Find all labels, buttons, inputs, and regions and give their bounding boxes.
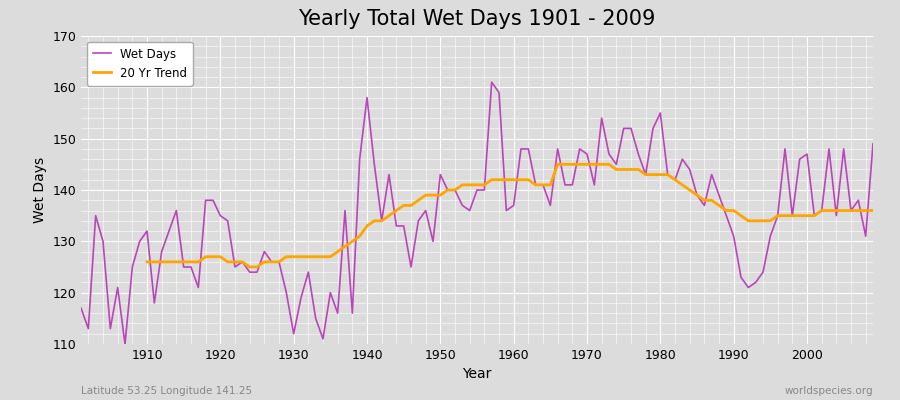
Y-axis label: Wet Days: Wet Days [32, 157, 47, 223]
Wet Days [120, 342, 130, 346]
Line: 20 Yr Trend: 20 Yr Trend [147, 164, 873, 267]
Wet Days [303, 270, 314, 274]
Legend: Wet Days, 20 Yr Trend: Wet Days, 20 Yr Trend [87, 42, 193, 86]
20 Yr Trend [288, 254, 299, 259]
Wet Days [523, 146, 534, 151]
Wet Days [868, 142, 878, 146]
20 Yr Trend [523, 177, 534, 182]
X-axis label: Year: Year [463, 368, 491, 382]
20 Yr Trend [553, 162, 563, 167]
Text: Latitude 53.25 Longitude 141.25: Latitude 53.25 Longitude 141.25 [81, 386, 252, 396]
Wet Days [141, 229, 152, 234]
20 Yr Trend [589, 162, 599, 167]
20 Yr Trend [244, 265, 255, 270]
Line: Wet Days: Wet Days [81, 82, 873, 344]
Wet Days [346, 311, 357, 316]
Wet Days [611, 162, 622, 167]
Wet Days [516, 146, 526, 151]
Title: Yearly Total Wet Days 1901 - 2009: Yearly Total Wet Days 1901 - 2009 [298, 9, 656, 29]
20 Yr Trend [868, 208, 878, 213]
Wet Days [486, 80, 497, 85]
Wet Days [76, 306, 86, 310]
Text: worldspecies.org: worldspecies.org [785, 386, 873, 396]
20 Yr Trend [318, 254, 328, 259]
20 Yr Trend [846, 208, 857, 213]
20 Yr Trend [824, 208, 834, 213]
20 Yr Trend [141, 260, 152, 264]
